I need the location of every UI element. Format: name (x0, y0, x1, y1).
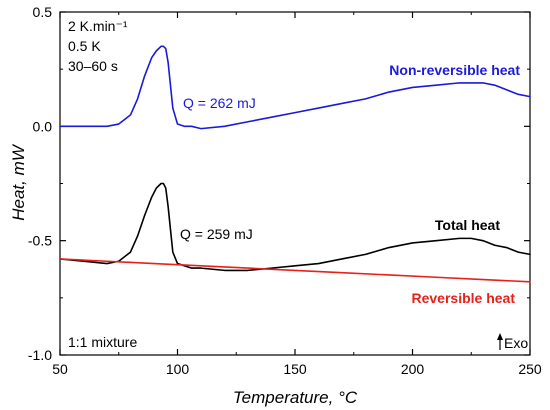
condition-period: 30–60 s (68, 58, 118, 74)
annotation-q-non-reversible: Q = 262 mJ (183, 95, 256, 111)
legend-non-reversible: Non-reversible heat (389, 62, 520, 78)
y-tick-label: 0.0 (33, 118, 53, 134)
legend-reversible: Reversible heat (412, 290, 516, 306)
x-tick-label: 100 (166, 361, 190, 377)
y-tick-label: 0.5 (33, 4, 53, 20)
legend-total: Total heat (435, 217, 500, 233)
annotation-q-total: Q = 259 mJ (180, 226, 253, 242)
x-tick-label: 250 (518, 361, 542, 377)
condition-rate: 2 K.min⁻¹ (68, 18, 128, 34)
x-axis-title: Temperature, °C (233, 388, 358, 407)
x-tick-label: 150 (283, 361, 307, 377)
series-line-reversible-heat (59, 258, 531, 283)
y-axis-ticks: 0.5 0.0 -0.5 -1.0 (28, 4, 530, 363)
y-tick-label: -0.5 (28, 233, 52, 249)
exo-label: Exo (504, 335, 528, 351)
sample-label: 1:1 mixture (68, 334, 137, 350)
x-tick-label: 50 (52, 361, 68, 377)
series-line-non-reversible-heat (59, 45, 531, 130)
x-tick-label: 200 (401, 361, 425, 377)
exo-indicator: Exo (497, 333, 528, 351)
x-axis-ticks: 50 100 150 200 250 (52, 12, 542, 377)
y-tick-label: -1.0 (28, 347, 52, 363)
condition-amplitude: 0.5 K (68, 38, 101, 54)
y-axis-title: Heat, mW (9, 143, 28, 221)
series-line-total-heat (59, 182, 531, 272)
series-lines (59, 45, 531, 283)
exo-arrow-head (497, 333, 503, 340)
